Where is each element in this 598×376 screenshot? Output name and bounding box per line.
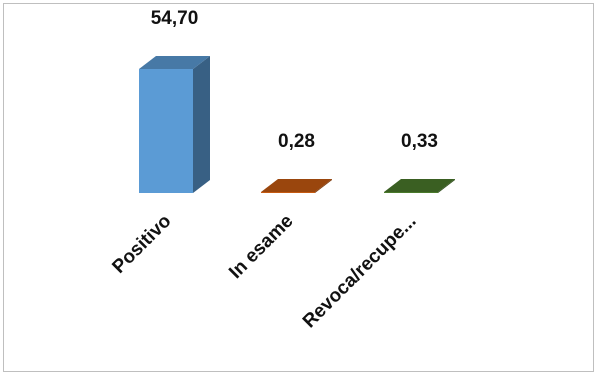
bar-side-face bbox=[193, 56, 210, 193]
bar-3 bbox=[384, 179, 455, 193]
bar-1 bbox=[139, 56, 210, 193]
bar-top-face bbox=[261, 179, 332, 192]
data-label: 0,33 bbox=[401, 131, 438, 152]
bar-group bbox=[139, 56, 455, 193]
data-label: 0,28 bbox=[278, 131, 315, 152]
data-label: 54,70 bbox=[151, 8, 199, 29]
bar-top-face bbox=[139, 56, 210, 70]
bar-side-face bbox=[438, 179, 455, 193]
bar-front-face bbox=[384, 192, 438, 193]
bar-side-face bbox=[315, 179, 332, 193]
bar-top-face bbox=[384, 179, 455, 192]
bar-front-face bbox=[139, 69, 193, 193]
bar-front-face bbox=[261, 192, 315, 193]
bar-2 bbox=[261, 179, 332, 193]
data-label-group: 54,70 0,28 0,33 bbox=[151, 8, 438, 152]
